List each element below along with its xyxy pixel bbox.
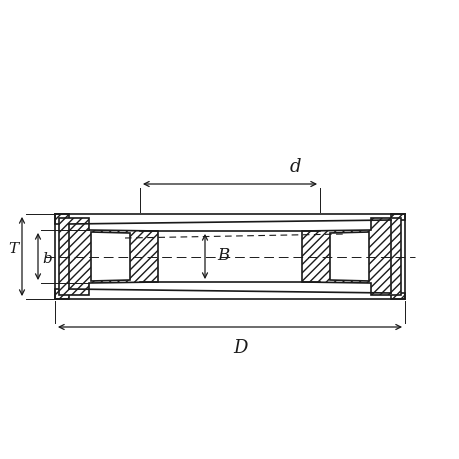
Polygon shape: [91, 233, 130, 281]
Text: B: B: [217, 246, 229, 263]
Text: b: b: [42, 252, 51, 266]
Polygon shape: [59, 218, 157, 295]
Polygon shape: [55, 289, 69, 299]
Text: D: D: [232, 338, 246, 356]
Polygon shape: [329, 233, 368, 281]
Text: d: d: [289, 157, 300, 176]
Polygon shape: [390, 214, 404, 220]
Text: T: T: [8, 242, 18, 256]
Polygon shape: [302, 218, 400, 295]
Polygon shape: [55, 214, 69, 224]
Polygon shape: [390, 293, 404, 299]
